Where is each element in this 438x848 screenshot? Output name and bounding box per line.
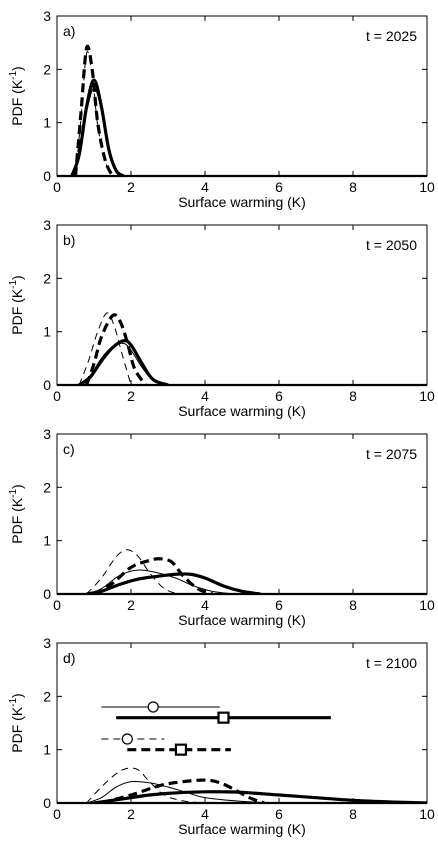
x-tick-label: 4 — [201, 388, 209, 404]
interval-marker-circle — [147, 701, 159, 713]
x-tick-label: 6 — [275, 179, 283, 195]
pdf-curve-thin-solid — [86, 569, 235, 594]
panel-annotation: t = 2075 — [366, 446, 417, 462]
pdf-curve-thin-dashed — [75, 51, 113, 176]
y-axis-label: PDF (K-1) — [8, 66, 25, 125]
x-tick-label: 8 — [349, 597, 357, 613]
x-tick-label: 6 — [275, 806, 283, 822]
x-axis-label: Surface warming (K) — [178, 821, 306, 837]
chart-panel-2: 0 2 4 6 8 10 0 1 2 3 Surface warming (K) PDF (K-1) b… — [8, 217, 435, 419]
y-axis-label: PDF (K-1) — [8, 275, 25, 334]
interval-marker-square — [217, 711, 230, 724]
x-tick-label: 8 — [349, 179, 357, 195]
y-tick-label: 0 — [43, 377, 51, 393]
panel-annotation: t = 2100 — [366, 655, 417, 671]
y-tick-label: 0 — [43, 586, 51, 602]
x-axis-label: Surface warming (K) — [178, 612, 306, 628]
y-tick-label: 1 — [43, 742, 51, 758]
y-tick-label: 2 — [43, 688, 51, 704]
x-tick-label: 2 — [127, 597, 135, 613]
pdf-curve-thick-solid — [93, 790, 427, 803]
x-tick-label: 2 — [127, 388, 135, 404]
y-tick-label: 3 — [43, 217, 51, 233]
x-axis-label: Surface warming (K) — [178, 403, 306, 419]
x-tick-label: 2 — [127, 806, 135, 822]
pdf-curve-thick-dashed — [85, 313, 148, 385]
y-tick-label: 1 — [43, 533, 51, 549]
x-tick-label: 8 — [349, 806, 357, 822]
pdf-curve-thin-solid — [71, 87, 124, 176]
x-tick-label: 0 — [53, 388, 61, 404]
pdf-curve-thin-dashed — [86, 549, 180, 594]
pdf-curve-thin-dashed — [78, 312, 132, 385]
interval-marker-circle — [121, 733, 133, 745]
chart-panel-4: 0 2 4 6 8 10 0 1 2 3 Surface warming (K) PDF (K-1) d… — [8, 635, 435, 837]
pdf-curve-thick-dashed — [73, 44, 114, 176]
panel-label: b) — [63, 232, 75, 248]
y-tick-label: 1 — [43, 115, 51, 131]
x-tick-label: 0 — [53, 179, 61, 195]
panel-annotation: t = 2025 — [366, 28, 417, 44]
panel-label: d) — [63, 650, 75, 666]
x-tick-label: 4 — [201, 597, 209, 613]
x-tick-label: 10 — [419, 179, 435, 195]
x-tick-label: 10 — [419, 388, 435, 404]
panel-annotation: t = 2050 — [366, 237, 417, 253]
panel-label: c) — [63, 441, 75, 457]
pdf-curve-thin-dashed — [86, 767, 206, 803]
y-axis-label: PDF (K-1) — [8, 693, 25, 752]
y-tick-label: 0 — [43, 168, 51, 184]
pdf-curve-thick-dashed — [100, 778, 265, 803]
y-tick-label: 3 — [43, 8, 51, 24]
x-axis-label: Surface warming (K) — [178, 194, 306, 210]
y-tick-label: 0 — [43, 795, 51, 811]
pdf-curve-thick-solid — [78, 339, 169, 385]
x-tick-label: 0 — [53, 597, 61, 613]
chart-panel-1: 0 2 4 6 8 10 0 1 2 3 Surface warming (K) PDF (K-1) a… — [8, 8, 435, 210]
x-tick-label: 0 — [53, 806, 61, 822]
pdf-curve-thick-dashed — [93, 557, 213, 594]
x-tick-label: 8 — [349, 388, 357, 404]
x-tick-label: 4 — [201, 806, 209, 822]
x-tick-label: 6 — [275, 597, 283, 613]
x-tick-label: 6 — [275, 388, 283, 404]
interval-marker-square — [174, 743, 188, 756]
x-tick-label: 4 — [201, 179, 209, 195]
pdf-curve-thick-solid — [86, 572, 261, 594]
pdf-curve-thick-solid — [70, 78, 125, 176]
chart-panel-3: 0 2 4 6 8 10 0 1 2 3 Surface warming (K) PDF (K-1) c… — [8, 426, 435, 628]
x-tick-label: 2 — [127, 179, 135, 195]
y-tick-label: 3 — [43, 426, 51, 442]
x-tick-label: 10 — [419, 597, 435, 613]
y-axis-label: PDF (K-1) — [8, 484, 25, 543]
y-tick-label: 2 — [43, 270, 51, 286]
y-tick-label: 3 — [43, 635, 51, 651]
panel-label: a) — [63, 23, 75, 39]
pdf-curve-thin-solid — [78, 342, 169, 385]
y-tick-label: 2 — [43, 61, 51, 77]
y-tick-label: 2 — [43, 479, 51, 495]
y-tick-label: 1 — [43, 324, 51, 340]
x-tick-label: 10 — [419, 806, 435, 822]
